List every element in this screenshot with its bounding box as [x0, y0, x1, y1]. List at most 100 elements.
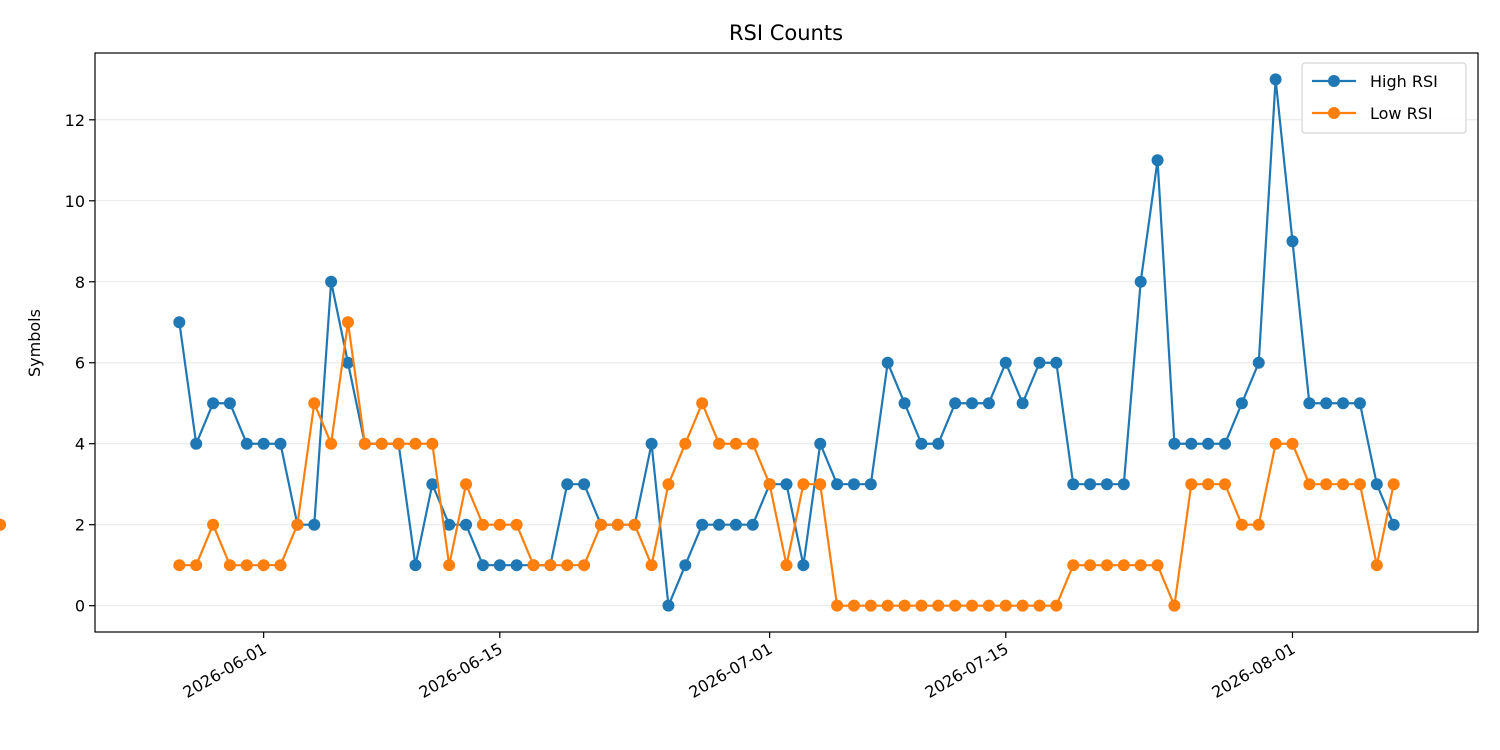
plot-frame — [94, 52, 1479, 633]
y-tick-label: 6 — [75, 354, 85, 373]
data-point — [476, 559, 489, 572]
data-point — [1303, 397, 1316, 410]
data-point — [308, 518, 321, 531]
data-point — [1185, 478, 1198, 491]
y-axis-label: Symbols — [25, 309, 44, 377]
data-point — [1067, 559, 1080, 572]
data-point — [1202, 478, 1215, 491]
data-point — [1084, 478, 1097, 491]
data-point — [1370, 559, 1383, 572]
data-point — [1353, 478, 1366, 491]
data-point — [628, 518, 641, 531]
data-point — [1151, 559, 1164, 572]
data-point — [1370, 478, 1383, 491]
data-point — [1016, 397, 1029, 410]
data-point — [1219, 478, 1232, 491]
data-point — [898, 599, 911, 612]
data-point — [1202, 437, 1215, 450]
grid-lines — [95, 119, 1478, 607]
data-point — [426, 478, 439, 491]
data-point — [1151, 154, 1164, 167]
data-point — [460, 478, 473, 491]
data-point — [696, 518, 709, 531]
data-point — [831, 478, 844, 491]
data-point — [966, 397, 979, 410]
data-point — [949, 599, 962, 612]
data-point — [864, 478, 877, 491]
data-point — [763, 478, 776, 491]
series-layer — [0, 73, 1400, 612]
data-point — [932, 437, 945, 450]
data-point — [223, 559, 236, 572]
data-point — [240, 437, 253, 450]
data-point — [476, 518, 489, 531]
data-point — [257, 437, 270, 450]
data-point — [190, 559, 203, 572]
data-point — [274, 559, 287, 572]
data-point — [966, 599, 979, 612]
data-point — [780, 559, 793, 572]
data-point — [1134, 275, 1147, 288]
data-point — [746, 518, 759, 531]
chart-title: RSI Counts — [729, 21, 843, 45]
data-point — [443, 559, 456, 572]
data-point — [274, 437, 287, 450]
data-point — [1387, 518, 1400, 531]
data-point — [729, 437, 742, 450]
y-axis: 0 2 4 6 8 10 12 — [65, 111, 95, 616]
data-point — [493, 559, 506, 572]
data-point — [1134, 559, 1147, 572]
data-point — [847, 599, 860, 612]
data-point — [645, 437, 658, 450]
data-point — [460, 518, 473, 531]
data-point — [426, 437, 439, 450]
data-point — [881, 599, 894, 612]
data-point — [1185, 437, 1198, 450]
y-tick-label: 8 — [75, 273, 85, 292]
data-point — [1100, 559, 1113, 572]
data-point — [561, 559, 574, 572]
data-point — [325, 275, 338, 288]
data-point — [308, 397, 321, 410]
data-point — [207, 518, 220, 531]
data-point — [847, 478, 860, 491]
data-point — [999, 599, 1012, 612]
data-point — [915, 599, 928, 612]
data-point — [173, 559, 186, 572]
data-point — [1320, 397, 1333, 410]
data-point — [1269, 73, 1282, 86]
data-point — [662, 478, 675, 491]
data-point — [291, 518, 304, 531]
data-point — [814, 437, 827, 450]
data-point — [814, 478, 827, 491]
data-point — [1117, 478, 1130, 491]
data-point — [662, 599, 675, 612]
data-point — [1033, 356, 1046, 369]
data-point — [510, 559, 523, 572]
data-point — [173, 316, 186, 329]
legend: High RSI Low RSI — [1301, 62, 1467, 134]
data-point — [1100, 478, 1113, 491]
data-point — [443, 518, 456, 531]
data-point — [341, 316, 354, 329]
y-tick-label: 12 — [65, 111, 85, 130]
data-point — [780, 478, 793, 491]
y-tick-label: 2 — [75, 516, 85, 535]
data-point — [881, 356, 894, 369]
data-point — [696, 397, 709, 410]
y-tick-label: 0 — [75, 597, 85, 616]
data-point — [1050, 356, 1063, 369]
data-point — [915, 437, 928, 450]
data-point — [510, 518, 523, 531]
data-point — [594, 518, 607, 531]
data-point — [1337, 397, 1350, 410]
data-point — [527, 559, 540, 572]
data-point — [1337, 478, 1350, 491]
data-point — [375, 437, 388, 450]
x-tick-label: 2026-07-15 — [922, 639, 1012, 702]
y-tick-label: 4 — [75, 435, 85, 454]
data-point — [713, 437, 726, 450]
data-point — [797, 559, 810, 572]
data-point — [325, 437, 338, 450]
data-point — [561, 478, 574, 491]
